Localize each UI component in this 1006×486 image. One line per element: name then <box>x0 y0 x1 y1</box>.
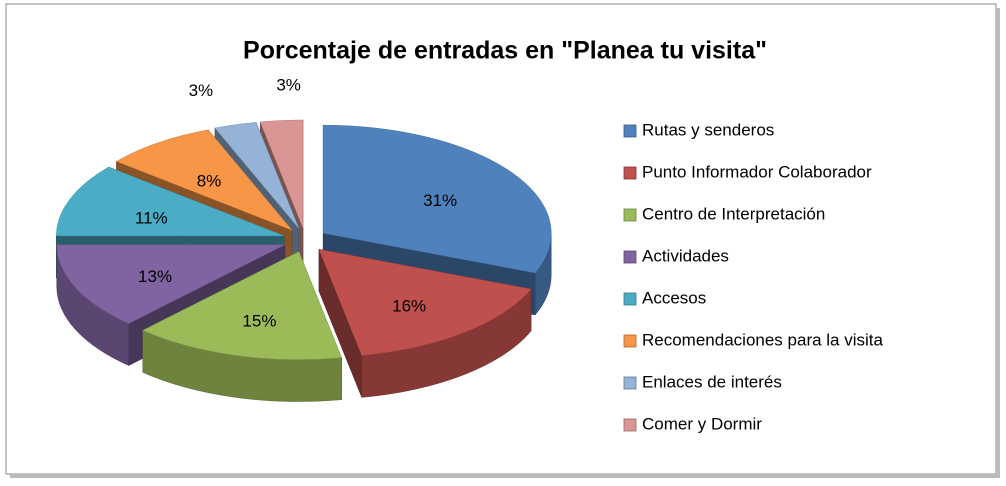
legend-swatch <box>623 292 637 306</box>
legend-swatch <box>623 166 637 180</box>
legend-swatch <box>623 418 637 432</box>
data-label: 16% <box>392 296 426 315</box>
data-label: 11% <box>135 209 168 228</box>
frame-shadow <box>10 474 1000 478</box>
data-label: 31% <box>423 191 457 210</box>
slice-top <box>142 251 342 360</box>
data-label: 3% <box>189 81 214 100</box>
legend-swatch <box>623 376 637 390</box>
slice-top <box>56 166 285 237</box>
slice-top <box>322 124 552 274</box>
data-label: 15% <box>242 311 276 330</box>
legend-label: Accesos <box>642 288 706 307</box>
legend-swatch <box>623 208 637 222</box>
slice-top <box>115 129 293 231</box>
legend-swatch <box>623 250 637 264</box>
slice <box>318 248 532 398</box>
chart-title: Porcentaje de entradas en "Planea tu vis… <box>243 37 767 65</box>
frame-shadow <box>996 8 1000 478</box>
legend-swatch <box>623 124 637 138</box>
data-label: 3% <box>276 76 301 95</box>
legend-label: Enlaces de interés <box>642 372 782 391</box>
slice-top <box>56 244 285 324</box>
slice <box>142 251 342 402</box>
legend-label: Actividades <box>642 246 729 265</box>
legend-label: Rutas y senderos <box>642 120 774 139</box>
slice-top <box>214 122 300 229</box>
legend-swatch <box>623 334 637 348</box>
legend-label: Comer y Dormir <box>642 414 762 433</box>
data-label: 8% <box>197 172 222 191</box>
legend-label: Recomendaciones para la visita <box>642 330 884 349</box>
data-label: 13% <box>138 267 172 286</box>
slice-top <box>318 248 532 356</box>
slice-top <box>259 119 304 229</box>
legend-label: Centro de Interpretación <box>642 204 825 223</box>
legend-label: Punto Informador Colaborador <box>642 162 872 181</box>
